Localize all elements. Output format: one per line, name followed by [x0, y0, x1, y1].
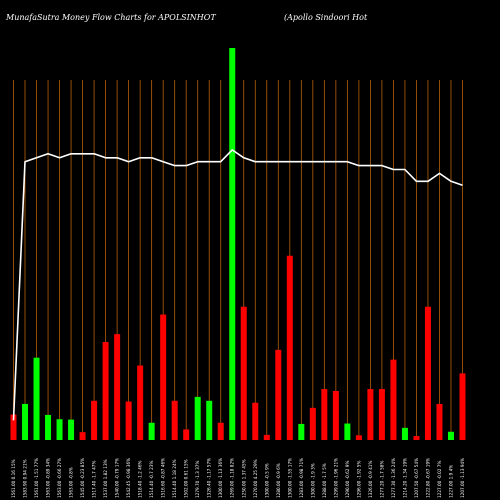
money-flow-bar [56, 419, 63, 440]
x-tick-label: 1542.45 -0.98 36% [126, 458, 131, 498]
money-flow-bar [102, 342, 109, 440]
money-flow-bar [286, 255, 293, 440]
x-tick-label: 1280.00 -0.9 6% [276, 463, 281, 498]
x-tick-label: 1299.00 -1.96 21% [333, 458, 338, 498]
money-flow-bar [447, 431, 454, 440]
x-tick-label: 1561.00 -1.51 77% [34, 458, 39, 498]
money-flow-bar [183, 429, 190, 440]
x-tick-label: 1296.00 -1.92 5% [356, 461, 361, 498]
x-tick-label: 1502.00 0.61 15% [184, 459, 189, 498]
x-tick-label: 1516.60 -0.87 46% [161, 458, 166, 498]
money-flow-bar [148, 422, 155, 440]
money-flow-bar [263, 434, 270, 440]
x-axis-date-labels: 1561.00 0.16 15% 1583.90 0.94 21% 1561.00 … [11, 458, 465, 498]
x-tick-label: 1207.00 -1.13 94% [460, 458, 465, 498]
money-flow-bar [160, 314, 167, 440]
money-flow-bar [171, 400, 178, 440]
x-tick-label: 1277.30 -1.36 24% [391, 458, 396, 498]
money-flow-bar [10, 414, 17, 440]
money-flow-bar [68, 419, 75, 440]
x-tick-label: 1563.00 -0.66 27% [57, 458, 62, 498]
chart-title: MunafaSutra Money Flow Charts for APOLSI… [5, 13, 216, 22]
money-flow-bar [22, 403, 29, 440]
x-tick-label: 1300.00 -1.9 3% [310, 463, 315, 498]
x-tick-label: 1514.40 -0.7 23% [149, 461, 154, 498]
x-tick-label: 1326.40 -1.17 57% [207, 458, 212, 498]
x-tick-label: 1214.20 -1.34 19% [402, 458, 407, 498]
x-tick-label: 1540.00 -0.79 17% [115, 458, 120, 498]
x-tick-label: 1326.00 -0.9 41% [368, 461, 373, 498]
money-flow-bar [401, 427, 408, 440]
price-line-group [12, 149, 463, 421]
x-tick-label: 1518.40 -1.2 46% [138, 461, 143, 498]
x-tick-label: 1222.80 -0.67 19% [425, 458, 430, 498]
money-flow-bar [309, 407, 316, 440]
x-tick-label: 1300.00 -1.55 17% [287, 458, 292, 498]
money-flow-bar [298, 423, 305, 440]
money-flow-bar [321, 389, 328, 440]
x-tick-label: 1300.00 -0.5 9% [264, 463, 269, 498]
money-flow-bar [390, 359, 397, 440]
x-tick-label: 1277.20 -1.7 58% [379, 461, 384, 498]
money-flow-bar [459, 373, 466, 440]
money-flow-bars [10, 48, 466, 440]
money-flow-bar [33, 357, 40, 440]
money-flow-bar [206, 400, 213, 440]
x-tick-label: 1227.00 1.9 4% [448, 465, 453, 498]
money-flow-bar [367, 389, 374, 440]
money-flow-bar [45, 414, 52, 440]
x-tick-label: 1583.90 0.94 21% [23, 459, 28, 498]
x-tick-label: 1561.00 0.16 15% [11, 459, 16, 498]
money-flow-bar [217, 422, 224, 440]
x-tick-label: 1279.70 -1.3 37% [195, 461, 200, 498]
x-tick-label: 1270.00 4.25 29% [253, 459, 258, 498]
money-flow-bar [114, 334, 121, 440]
money-flow-bar [275, 349, 282, 440]
money-flow-bar [413, 436, 420, 440]
x-tick-label: 1290.00 -0.62 9% [345, 461, 350, 498]
money-flow-bar [137, 365, 144, 440]
x-tick-label: 1288.00 -1.7 5% [322, 463, 327, 498]
money-flow-bar [344, 423, 351, 440]
x-tick-label: 1545.00 -0.23 85% [80, 458, 85, 498]
x-tick-label: 1269.00 -1.18 82% [230, 458, 235, 498]
money-flow-bar [194, 396, 201, 440]
chart-subtitle: (Apollo Sindoori Hot [284, 13, 368, 22]
x-tick-label: 1250.00 1.37 45% [241, 459, 246, 498]
money-flow-bar [240, 306, 247, 440]
money-flow-bar [91, 400, 98, 440]
money-flow-bar [79, 432, 86, 440]
money-flow-bar [229, 48, 236, 440]
x-tick-label: 1514.40 1.18 24% [172, 459, 177, 498]
x-tick-label: 1227.00 -0.02 7% [437, 461, 442, 498]
money-flow-bar [424, 306, 431, 440]
x-tick-label: 1207.50 -0.67 54% [414, 458, 419, 498]
x-tick-label: 1563.00 -0.8% [69, 467, 74, 498]
x-tick-label: 1563.00 -0.89 34% [46, 458, 51, 498]
x-tick-label: 1300.00 -1.13 36% [218, 458, 223, 498]
money-flow-bar [125, 401, 132, 440]
x-tick-label: 1517.40 -1.7 47% [92, 461, 97, 498]
price-line [12, 149, 463, 421]
money-flow-bar [378, 389, 385, 440]
money-flow-bar [332, 391, 339, 440]
money-flow-bar [436, 403, 443, 440]
x-tick-label: 1537.00 1.82 13% [103, 459, 108, 498]
x-tick-label: 1283.00 -0.98 71% [299, 458, 304, 498]
money-flow-bar [355, 435, 362, 440]
money-flow-bar [252, 402, 259, 440]
